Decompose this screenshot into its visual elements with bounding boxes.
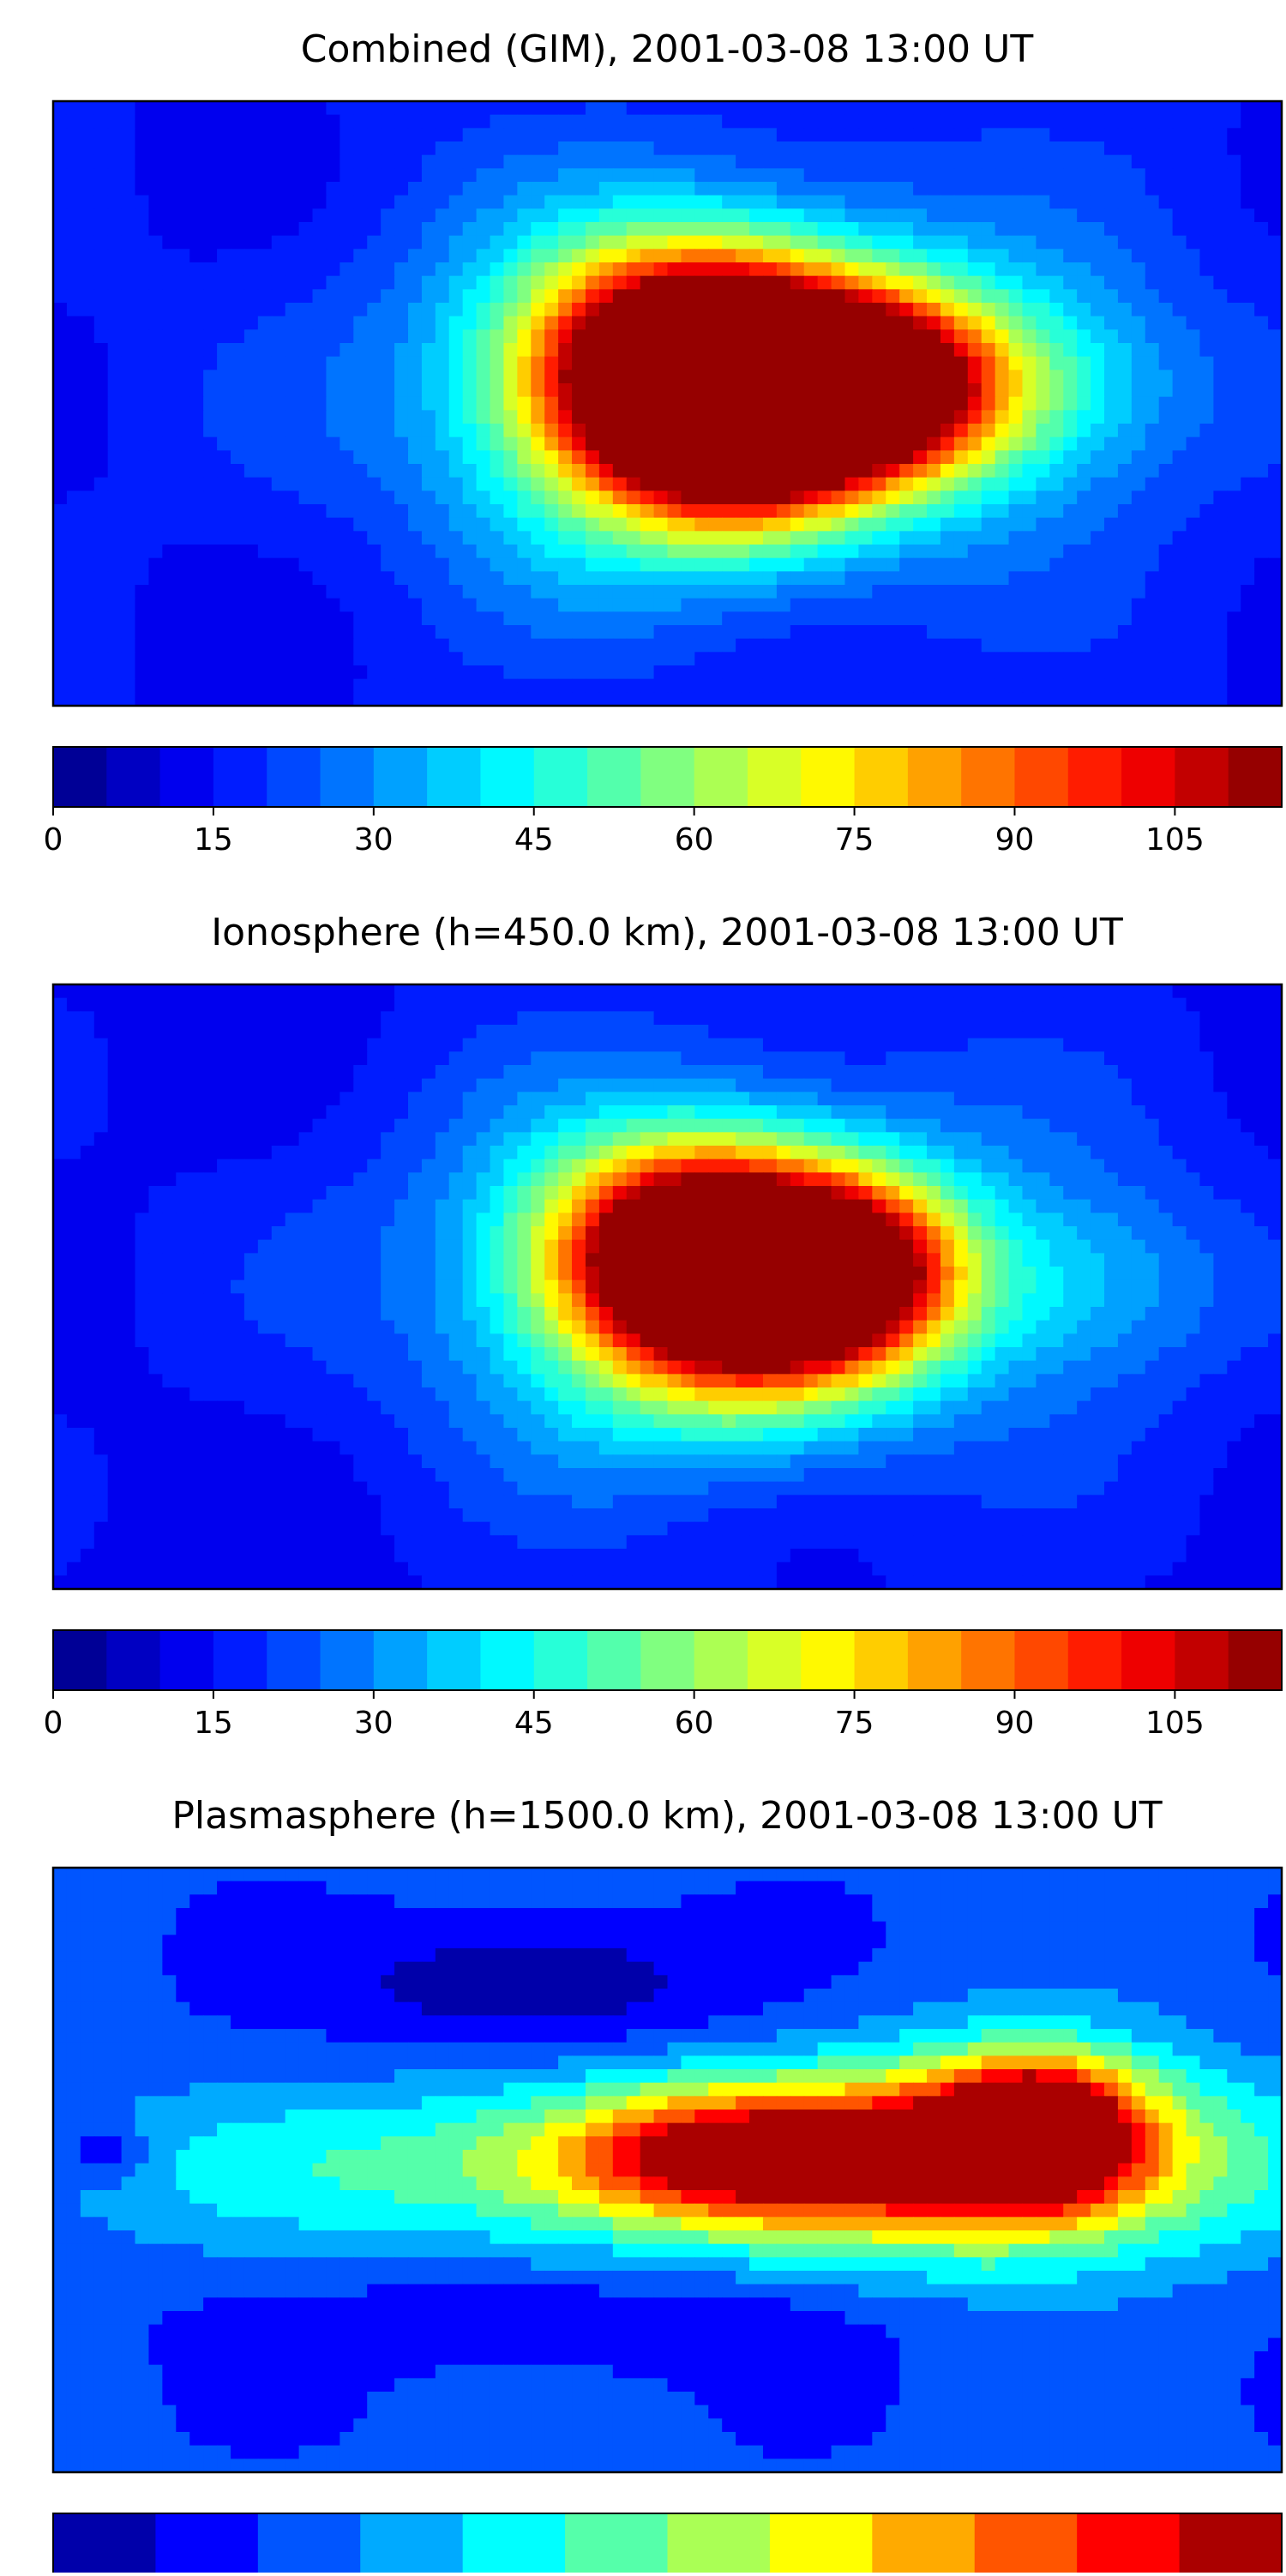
colorbar-segment	[360, 2513, 463, 2573]
colorbar-segment	[267, 747, 321, 807]
colorbar-segment	[53, 1630, 107, 1690]
colorbar-segment	[1121, 1630, 1175, 1690]
colorbar-segment	[587, 747, 641, 807]
tec-field	[53, 1868, 1283, 2473]
colorbar-segment	[1229, 747, 1283, 807]
colorbar-segment	[908, 1630, 962, 1690]
colorbar-segment	[427, 747, 481, 807]
colorbar-tick-label: 60	[675, 822, 714, 858]
colorbar-tick-label: 30	[354, 822, 394, 858]
colorbar-segment	[1014, 747, 1068, 807]
colorbar-tick-label: 0	[44, 822, 63, 858]
colorbar-segment	[694, 747, 748, 807]
colorbar-segment	[1229, 1630, 1283, 1690]
colorbar-segment	[855, 747, 909, 807]
colorbar-segment	[1175, 1630, 1229, 1690]
colorbar-segment	[53, 2513, 156, 2573]
colorbar-segment	[534, 1630, 588, 1690]
panel-2: Ionosphere (h=450.0 km), 2001-03-08 13:0…	[44, 911, 1283, 1741]
colorbar-segment	[961, 1630, 1015, 1690]
colorbar-tick-label: 60	[675, 1706, 714, 1741]
colorbar-tick-label: 105	[1145, 1706, 1205, 1741]
colorbar-segment	[748, 1630, 802, 1690]
colorbar-segment	[961, 747, 1015, 807]
colorbar-segment	[1175, 747, 1229, 807]
chart-title: Ionosphere (h=450.0 km), 2001-03-08 13:0…	[211, 911, 1123, 954]
colorbar-segment	[106, 747, 160, 807]
tec-field	[53, 101, 1283, 707]
chart-title: Plasmasphere (h=1500.0 km), 2001-03-08 1…	[171, 1794, 1162, 1838]
colorbar-segment	[1068, 747, 1122, 807]
colorbar-segment	[694, 1630, 748, 1690]
colorbar-segment	[427, 1630, 481, 1690]
colorbar-segment	[53, 747, 107, 807]
colorbar-segment	[1014, 1630, 1068, 1690]
colorbar-tick-label: 45	[514, 822, 554, 858]
colorbar-segment	[1077, 2513, 1180, 2573]
colorbar-segment	[748, 747, 802, 807]
colorbar-segment	[160, 1630, 214, 1690]
panel-3: Plasmasphere (h=1500.0 km), 2001-03-08 1…	[44, 1794, 1286, 2573]
colorbar-segment	[640, 747, 694, 807]
colorbar-segment	[106, 1630, 160, 1690]
colorbar-segment	[565, 2513, 668, 2573]
tec-field	[53, 984, 1283, 1590]
colorbar-segment	[321, 1630, 375, 1690]
colorbar-segment	[668, 2513, 771, 2573]
colorbar-segment	[975, 2513, 1078, 2573]
colorbar-segment	[321, 747, 375, 807]
colorbar-tick-label: 15	[194, 1706, 233, 1741]
colorbar-segment	[908, 747, 962, 807]
colorbar-tick-label: 30	[354, 1706, 394, 1741]
colorbar-tick-label: 75	[835, 1706, 874, 1741]
colorbar-segment	[855, 1630, 909, 1690]
colorbar-segment	[374, 1630, 428, 1690]
colorbar-segment	[1180, 2513, 1283, 2573]
colorbar-tick-label: 75	[835, 822, 874, 858]
colorbar-segment	[1068, 1630, 1122, 1690]
colorbar-segment	[480, 1630, 534, 1690]
colorbar-segment	[267, 1630, 321, 1690]
colorbar-tick-label: 15	[194, 822, 233, 858]
colorbar-segment	[374, 747, 428, 807]
colorbar-segment	[213, 747, 267, 807]
panel-1: Combined (GIM), 2001-03-08 13:00 UT 0 15 30…	[44, 27, 1283, 858]
colorbar-segment	[534, 747, 588, 807]
colorbar-segment	[463, 2513, 566, 2573]
colorbar-segment	[801, 1630, 855, 1690]
colorbar-segment	[213, 1630, 267, 1690]
colorbar-tick-label: 0	[44, 1706, 63, 1741]
colorbar-tick-label: 90	[995, 822, 1035, 858]
colorbar-segment	[587, 1630, 641, 1690]
colorbar-segment	[258, 2513, 361, 2573]
colorbar-segment	[155, 2513, 258, 2573]
colorbar-segment	[640, 1630, 694, 1690]
chart-title: Combined (GIM), 2001-03-08 13:00 UT	[301, 27, 1034, 71]
colorbar-tick-label: 105	[1145, 822, 1205, 858]
colorbar-segment	[770, 2513, 873, 2573]
colorbar-segment	[872, 2513, 975, 2573]
colorbar-tick-label: 45	[514, 1706, 554, 1741]
colorbar-segment	[160, 747, 214, 807]
colorbar-segment	[1121, 747, 1175, 807]
colorbar-segment	[801, 747, 855, 807]
colorbar-tick-label: 90	[995, 1706, 1035, 1741]
colorbar-segment	[480, 747, 534, 807]
